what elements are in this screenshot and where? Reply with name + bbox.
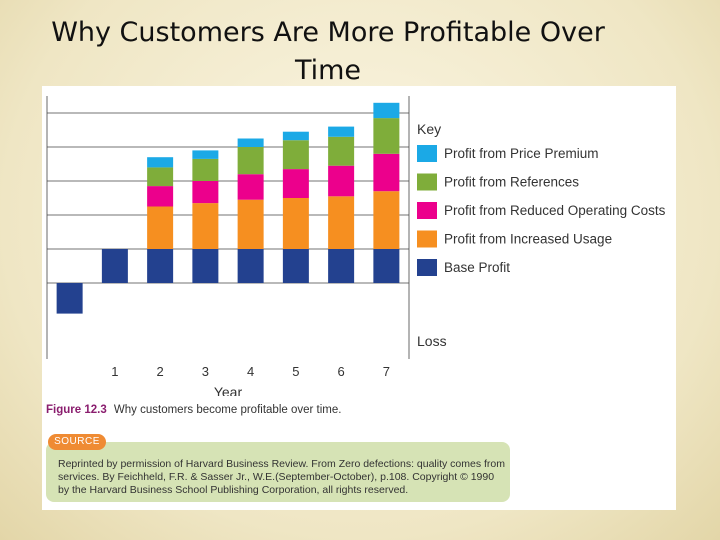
bar-segment-profit-from-price-premium — [282, 131, 309, 141]
bar-segment-profit-from-price-premium — [328, 126, 355, 137]
source-badge: SOURCE — [48, 434, 106, 450]
bar-segment-profit-from-reduced-operating-costs — [192, 181, 219, 204]
figure-label: Figure 12.3 — [46, 404, 107, 416]
bar-segment-profit-from-price-premium — [147, 157, 174, 168]
bar-segment-profit-from-increased-usage — [373, 191, 400, 249]
legend-title: Key — [417, 121, 441, 137]
bar-segment-base-profit — [56, 283, 83, 314]
bar-segment-profit-from-price-premium — [192, 150, 219, 159]
bar-segment-profit-from-price-premium — [373, 102, 400, 119]
bar-segment-profit-from-increased-usage — [147, 206, 174, 249]
bar-segment-profit-from-reduced-operating-costs — [147, 186, 174, 207]
x-axis-label: Year — [214, 384, 243, 396]
figure-caption-text: Why customers become profitable over tim… — [113, 404, 342, 416]
bar-segment-base-profit — [282, 249, 309, 283]
legend-swatch — [417, 230, 437, 248]
x-tick-label: 5 — [292, 364, 299, 379]
bar-segment-base-profit — [237, 249, 264, 283]
bar-segment-profit-from-references — [373, 118, 400, 154]
legend-swatch — [417, 202, 437, 219]
bar-segment-profit-from-reduced-operating-costs — [237, 174, 264, 200]
figure-caption: Figure 12.3 Why customers become profita… — [46, 404, 341, 416]
x-tick-label: 1 — [111, 364, 118, 379]
bar-segment-base-profit — [328, 249, 355, 283]
x-tick-label: 6 — [338, 364, 345, 379]
loss-label: Loss — [417, 333, 447, 349]
slide-title: Why Customers Are More Profitable Over T… — [51, 17, 605, 86]
bar-segment-profit-from-reduced-operating-costs — [282, 169, 309, 198]
bar-segment-profit-from-increased-usage — [237, 199, 264, 249]
x-tick-label: 2 — [157, 364, 164, 379]
legend-label: Profit from Increased Usage — [444, 232, 612, 247]
legend-label: Base Profit — [444, 260, 510, 275]
bar-segment-profit-from-references — [147, 167, 174, 187]
bar-segment-profit-from-price-premium — [237, 138, 264, 147]
bar-segment-profit-from-references — [328, 136, 355, 166]
legend-label: Profit from Price Premium — [444, 146, 599, 161]
x-tick-label: 4 — [247, 364, 254, 379]
legend-swatch — [417, 259, 437, 276]
bar-segment-profit-from-increased-usage — [192, 203, 219, 249]
legend-swatch — [417, 145, 437, 162]
bar-segment-profit-from-references — [192, 158, 219, 181]
bar-segment-profit-from-references — [237, 147, 264, 175]
bar-segment-base-profit — [101, 249, 128, 283]
source-text: Reprinted by permission of Harvard Busin… — [58, 458, 506, 496]
bar-segment-base-profit — [192, 249, 219, 283]
bar-segment-profit-from-references — [282, 140, 309, 170]
legend-label: Profit from Reduced Operating Costs — [444, 203, 666, 218]
bar-segment-profit-from-increased-usage — [328, 196, 355, 249]
bar-segment-profit-from-increased-usage — [282, 198, 309, 249]
bar-segment-base-profit — [373, 249, 400, 283]
bar-segment-base-profit — [147, 249, 174, 283]
x-tick-label: 3 — [202, 364, 209, 379]
bar-segment-profit-from-reduced-operating-costs — [328, 165, 355, 197]
source-box — [46, 442, 510, 502]
legend-label: Profit from References — [444, 175, 579, 190]
legend-swatch — [417, 173, 437, 191]
bar-segment-profit-from-reduced-operating-costs — [373, 153, 400, 192]
figure-panel: 1 2 3 4 5 6 7 Year Key Profit from Price Premium P… — [42, 86, 676, 510]
x-tick-label: 7 — [383, 364, 390, 379]
